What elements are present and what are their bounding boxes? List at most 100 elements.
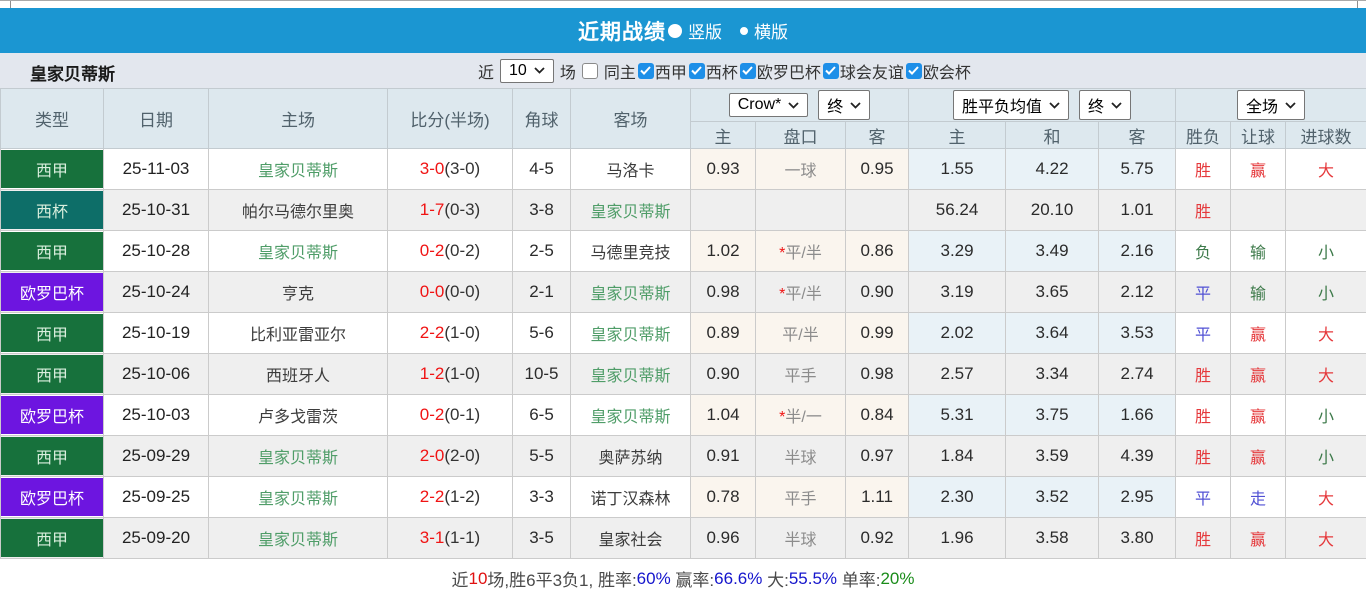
handicap-odds-home: 0.91 xyxy=(690,435,756,477)
avg-odds-value: 胜平负均值 xyxy=(962,99,1043,116)
handicap-odds-home: 1.02 xyxy=(690,230,756,272)
league-type-cell: 西甲 xyxy=(0,517,104,559)
horizontal-layout-radio[interactable] xyxy=(740,26,748,35)
near-label: 近 xyxy=(478,64,495,82)
avg-odds-away: 3.80 xyxy=(1098,517,1177,559)
handicap-odds-away: 0.90 xyxy=(844,271,910,313)
halftime-score: (0-1) xyxy=(444,405,481,424)
away-team: 皇家贝蒂斯 xyxy=(570,353,691,395)
avg-odds-select[interactable]: 胜平负均值 xyxy=(953,90,1070,120)
handicap-odds-away: 0.99 xyxy=(844,312,910,354)
vertical-layout-label[interactable]: 竖版 xyxy=(688,23,722,42)
league-filter-item: 球会友谊 xyxy=(822,59,904,83)
league-filter-label[interactable]: 西甲 xyxy=(654,64,687,82)
avg-odds-group-header: 胜平负均值 终 xyxy=(908,88,1177,122)
fulltime-score: 2-0 xyxy=(419,446,445,465)
checkmark-icon xyxy=(908,66,920,75)
halftime-score: (1-2) xyxy=(444,487,481,506)
handicap-text: 平/半 xyxy=(785,286,822,303)
away-team: 皇家贝蒂斯 xyxy=(570,271,691,313)
recent-results-table: 类型 日期 主场 比分(半场) 角球 客场 Crow* 终 xyxy=(0,88,1366,559)
handicap-result: 走 xyxy=(1230,476,1287,518)
fulltime-score: 3-1 xyxy=(419,528,445,547)
handicap-line: 一球 xyxy=(755,148,846,190)
goals-result xyxy=(1285,189,1366,231)
remnant-border-right xyxy=(1357,1,1358,8)
match-row: 西甲 25-09-20 皇家贝蒂斯 3-1(1-1) 3-5 皇家社会 0.96… xyxy=(0,517,1366,559)
halftime-score: (2-0) xyxy=(444,446,481,465)
home-team: 皇家贝蒂斯 xyxy=(208,435,388,477)
league-checkbox-checked[interactable] xyxy=(739,62,756,79)
sub-header-avg-away: 客 xyxy=(1098,121,1177,149)
sub-header-handicap-home: 主 xyxy=(690,121,756,149)
match-row: 西甲 25-10-28 皇家贝蒂斯 0-2(0-2) 2-5 马德里竞技 1.0… xyxy=(0,230,1366,272)
handicap-result xyxy=(1230,189,1287,231)
handicap-text: 半球 xyxy=(784,450,817,467)
score-cell: 0-2(0-1) xyxy=(387,394,513,436)
match-count-select[interactable]: 10 xyxy=(500,58,554,83)
avg-odds-draw: 3.64 xyxy=(1005,312,1100,354)
handicap-line: *半/一 xyxy=(755,394,846,436)
league-checkbox-checked[interactable] xyxy=(637,62,654,79)
halftime-score: (1-1) xyxy=(444,528,481,547)
match-result: 平 xyxy=(1175,312,1232,354)
odds-time-value-2: 终 xyxy=(1088,99,1105,116)
corner-count: 10-5 xyxy=(512,353,571,395)
corner-count: 5-5 xyxy=(512,435,571,477)
odds-time-select-2[interactable]: 终 xyxy=(1079,90,1132,120)
avg-odds-draw: 4.22 xyxy=(1005,148,1100,190)
league-type-badge: 西甲 xyxy=(1,314,103,352)
vertical-layout-radio-selected[interactable] xyxy=(668,23,682,38)
handicap-line: *平/半 xyxy=(755,271,846,313)
odds-company-select[interactable]: Crow* xyxy=(728,93,809,117)
league-checkbox-checked[interactable] xyxy=(905,62,922,79)
league-type-badge: 西杯 xyxy=(1,191,103,229)
away-team: 皇家社会 xyxy=(570,517,691,559)
league-filter-label[interactable]: 欧会杯 xyxy=(922,64,971,82)
col-header-score: 比分(半场) xyxy=(387,88,513,149)
league-filter-item: 欧罗巴杯 xyxy=(739,59,821,83)
league-checkbox-checked[interactable] xyxy=(822,62,839,79)
match-date: 25-10-24 xyxy=(103,271,209,313)
scope-select[interactable]: 全场 xyxy=(1237,90,1306,120)
match-result: 负 xyxy=(1175,230,1232,272)
handicap-result: 赢 xyxy=(1230,517,1287,559)
league-type-badge: 欧罗巴杯 xyxy=(1,273,103,311)
away-team: 诺丁汉森林 xyxy=(570,476,691,518)
sub-header-handicap-away: 客 xyxy=(844,121,910,149)
handicap-line: 平手 xyxy=(755,353,846,395)
match-row: 欧罗巴杯 25-09-25 皇家贝蒂斯 2-2(1-2) 3-3 诺丁汉森林 0… xyxy=(0,476,1366,518)
league-filter-label[interactable]: 西杯 xyxy=(705,64,738,82)
avg-odds-home: 3.19 xyxy=(908,271,1007,313)
league-type-badge: 西甲 xyxy=(1,355,103,393)
handicap-odds-away: 0.86 xyxy=(844,230,910,272)
top-remnant-strip xyxy=(0,0,1366,8)
corner-count: 2-1 xyxy=(512,271,571,313)
match-date: 25-09-25 xyxy=(103,476,209,518)
match-date: 25-11-03 xyxy=(103,148,209,190)
league-type-cell: 西甲 xyxy=(0,435,104,477)
avg-odds-draw: 3.34 xyxy=(1005,353,1100,395)
league-filter-label[interactable]: 欧罗巴杯 xyxy=(756,64,821,82)
odds-time-select-1[interactable]: 终 xyxy=(818,90,871,120)
horizontal-layout-label[interactable]: 横版 xyxy=(754,23,788,42)
league-filter-label[interactable]: 球会友谊 xyxy=(839,64,904,82)
league-checkbox-checked[interactable] xyxy=(688,62,705,79)
same-home-checkbox[interactable] xyxy=(581,62,598,79)
handicap-odds-home: 1.04 xyxy=(690,394,756,436)
col-header-corner: 角球 xyxy=(512,88,571,149)
fulltime-score: 2-2 xyxy=(419,323,445,342)
halftime-score: (1-0) xyxy=(444,364,481,383)
avg-odds-draw: 3.65 xyxy=(1005,271,1100,313)
league-type-badge: 西甲 xyxy=(1,150,103,188)
handicap-text: 一球 xyxy=(784,163,817,180)
match-row: 欧罗巴杯 25-10-24 亨克 0-0(0-0) 2-1 皇家贝蒂斯 0.98… xyxy=(0,271,1366,313)
corner-count: 5-6 xyxy=(512,312,571,354)
avg-odds-draw: 3.49 xyxy=(1005,230,1100,272)
handicap-odds-home: 0.90 xyxy=(690,353,756,395)
goals-result: 小 xyxy=(1285,394,1366,436)
corner-count: 3-5 xyxy=(512,517,571,559)
same-home-label: 同主 xyxy=(603,64,636,82)
goals-result: 小 xyxy=(1285,230,1366,272)
match-count-value: 10 xyxy=(509,61,527,79)
